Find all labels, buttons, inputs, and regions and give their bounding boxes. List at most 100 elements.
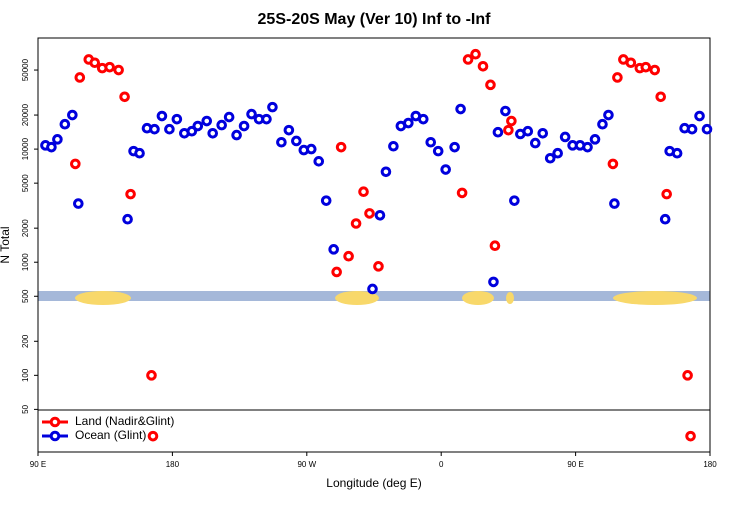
x-tick-label: 90 E bbox=[567, 460, 583, 469]
y-tick-label: 50000 bbox=[21, 58, 30, 81]
point bbox=[343, 250, 354, 262]
point bbox=[238, 120, 250, 132]
point bbox=[685, 430, 696, 442]
chart-title: 25S-20S May (Ver 10) Inf to -Inf bbox=[258, 11, 492, 28]
point bbox=[559, 131, 571, 143]
point bbox=[506, 115, 517, 127]
y-tick-label: 200 bbox=[21, 334, 30, 348]
point bbox=[485, 79, 496, 91]
point bbox=[119, 91, 130, 103]
point bbox=[73, 198, 84, 209]
point bbox=[364, 208, 375, 219]
point bbox=[603, 109, 614, 121]
legend-label: Ocean (Glint) bbox=[75, 428, 146, 442]
point bbox=[655, 91, 667, 103]
point bbox=[671, 147, 683, 159]
point bbox=[470, 48, 481, 60]
point bbox=[380, 166, 392, 178]
point bbox=[503, 124, 514, 136]
point bbox=[192, 120, 204, 132]
point bbox=[589, 134, 601, 145]
point bbox=[122, 213, 133, 225]
point bbox=[552, 147, 563, 159]
point bbox=[149, 123, 160, 135]
point bbox=[113, 64, 124, 76]
point bbox=[462, 54, 474, 65]
point bbox=[367, 283, 378, 295]
x-tick-label: 180 bbox=[166, 460, 180, 469]
point bbox=[659, 213, 671, 225]
point bbox=[320, 195, 332, 206]
point bbox=[607, 158, 619, 170]
y-tick-label: 1000 bbox=[21, 253, 30, 271]
y-tick-label: 500 bbox=[21, 289, 30, 303]
point bbox=[59, 118, 71, 130]
point bbox=[686, 123, 698, 135]
point bbox=[417, 113, 429, 125]
legend-marker bbox=[49, 430, 61, 442]
point bbox=[125, 188, 136, 200]
point bbox=[335, 141, 347, 153]
y-tick-label: 100 bbox=[21, 368, 30, 382]
point bbox=[373, 261, 384, 272]
point bbox=[231, 129, 242, 141]
point bbox=[432, 145, 444, 157]
point bbox=[701, 123, 713, 135]
point bbox=[350, 218, 362, 229]
point bbox=[477, 60, 489, 72]
point bbox=[328, 244, 339, 255]
point bbox=[46, 141, 57, 153]
point bbox=[388, 140, 399, 152]
point bbox=[492, 126, 504, 138]
point bbox=[455, 103, 466, 115]
point bbox=[134, 147, 145, 159]
point bbox=[489, 240, 501, 251]
point bbox=[246, 108, 257, 120]
point bbox=[70, 158, 81, 170]
y-tick-label: 10000 bbox=[21, 137, 30, 160]
x-tick-label: 90 E bbox=[30, 460, 46, 469]
point bbox=[313, 156, 325, 167]
point bbox=[52, 134, 63, 145]
y-axis-label: N Total bbox=[0, 226, 12, 263]
legend-label: Land (Nadir&Glint) bbox=[75, 414, 174, 428]
point bbox=[74, 72, 86, 83]
point bbox=[509, 195, 520, 206]
y-tick-label: 2000 bbox=[21, 219, 30, 237]
point bbox=[649, 64, 661, 76]
point bbox=[609, 198, 620, 209]
point bbox=[146, 370, 157, 381]
point bbox=[156, 110, 168, 122]
point bbox=[544, 152, 556, 164]
legend-marker bbox=[49, 416, 61, 428]
y-tick-label: 20000 bbox=[21, 103, 30, 126]
point bbox=[358, 186, 369, 198]
point bbox=[291, 135, 302, 147]
point bbox=[216, 119, 227, 131]
point bbox=[440, 164, 451, 175]
point bbox=[267, 101, 278, 113]
y-tick-label: 5000 bbox=[21, 174, 30, 192]
point bbox=[682, 370, 693, 381]
point bbox=[582, 141, 593, 153]
point bbox=[331, 266, 342, 278]
point bbox=[625, 57, 637, 69]
point bbox=[403, 117, 414, 129]
point bbox=[223, 111, 235, 123]
point bbox=[201, 115, 213, 127]
point bbox=[374, 209, 386, 221]
point bbox=[488, 276, 499, 288]
y-tick-label: 50 bbox=[21, 404, 30, 413]
point bbox=[661, 188, 672, 200]
point bbox=[612, 72, 623, 83]
x-axis-label: Longitude (deg E) bbox=[326, 476, 421, 490]
point bbox=[261, 113, 272, 125]
point bbox=[529, 137, 541, 149]
point bbox=[640, 61, 652, 73]
point bbox=[597, 118, 608, 130]
point bbox=[449, 141, 460, 153]
point bbox=[104, 61, 115, 73]
point bbox=[305, 143, 317, 155]
x-tick-label: 0 bbox=[439, 460, 444, 469]
